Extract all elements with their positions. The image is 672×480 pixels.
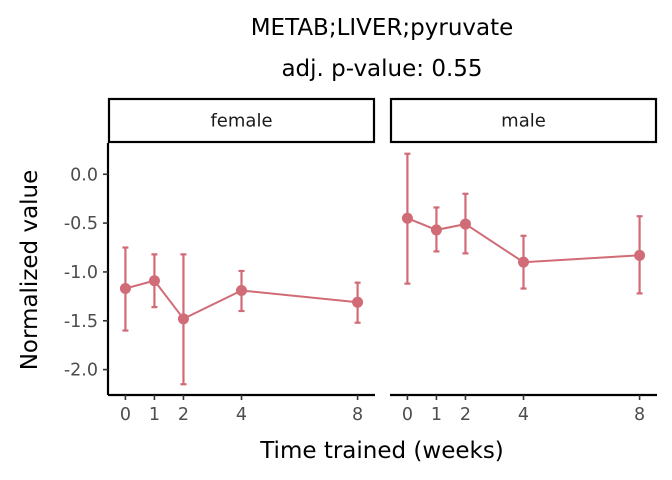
strip-label-female: female (210, 111, 272, 132)
x-tick-label-female-1: 1 (149, 405, 160, 425)
data-point-male-0 (401, 212, 413, 224)
y-tick-label-2: -1.0 (64, 263, 98, 283)
y-tick-label-4: -2.0 (64, 361, 98, 381)
data-point-female-0 (119, 283, 131, 295)
y-tick-label-1: -0.5 (64, 214, 98, 234)
data-point-male-1 (430, 224, 442, 236)
chart-subtitle: adj. p-value: 0.55 (281, 56, 482, 82)
x-tick-label-female-4: 4 (236, 405, 247, 425)
x-tick-label-male-0: 0 (402, 405, 413, 425)
x-tick-label-male-4: 4 (518, 405, 529, 425)
data-point-male-2 (459, 218, 471, 230)
data-point-male-8 (634, 249, 646, 261)
data-point-female-8 (352, 296, 364, 308)
x-tick-label-female-2: 2 (178, 405, 189, 425)
y-axis-title: Normalized value (17, 170, 43, 371)
x-axis-title: Time trained (weeks) (259, 438, 504, 464)
y-tick-label-0: 0.0 (70, 165, 98, 185)
data-point-male-4 (518, 256, 529, 268)
data-point-female-1 (148, 275, 160, 287)
panel-female: female 0 1 2 4 8 (107, 97, 376, 425)
x-tick-label-female-8: 8 (352, 405, 363, 425)
x-tick-label-male-1: 1 (431, 405, 442, 425)
chart-title: METAB;LIVER;pyruvate (251, 15, 514, 41)
strip-box-female (107, 97, 376, 144)
y-tick-label-3: -1.5 (64, 312, 98, 332)
y-axis: 0.0 -0.5 -1.0 -1.5 -2.0 (64, 143, 110, 395)
data-point-female-2 (177, 313, 189, 325)
panel-male: male 0 1 2 4 8 (389, 97, 658, 425)
strip-label-male: male (501, 111, 546, 132)
x-tick-label-male-8: 8 (634, 405, 645, 425)
strip-box-male (389, 97, 658, 144)
x-tick-label-female-0: 0 (120, 405, 131, 425)
data-point-female-4 (236, 284, 247, 296)
x-tick-label-male-2: 2 (460, 405, 471, 425)
